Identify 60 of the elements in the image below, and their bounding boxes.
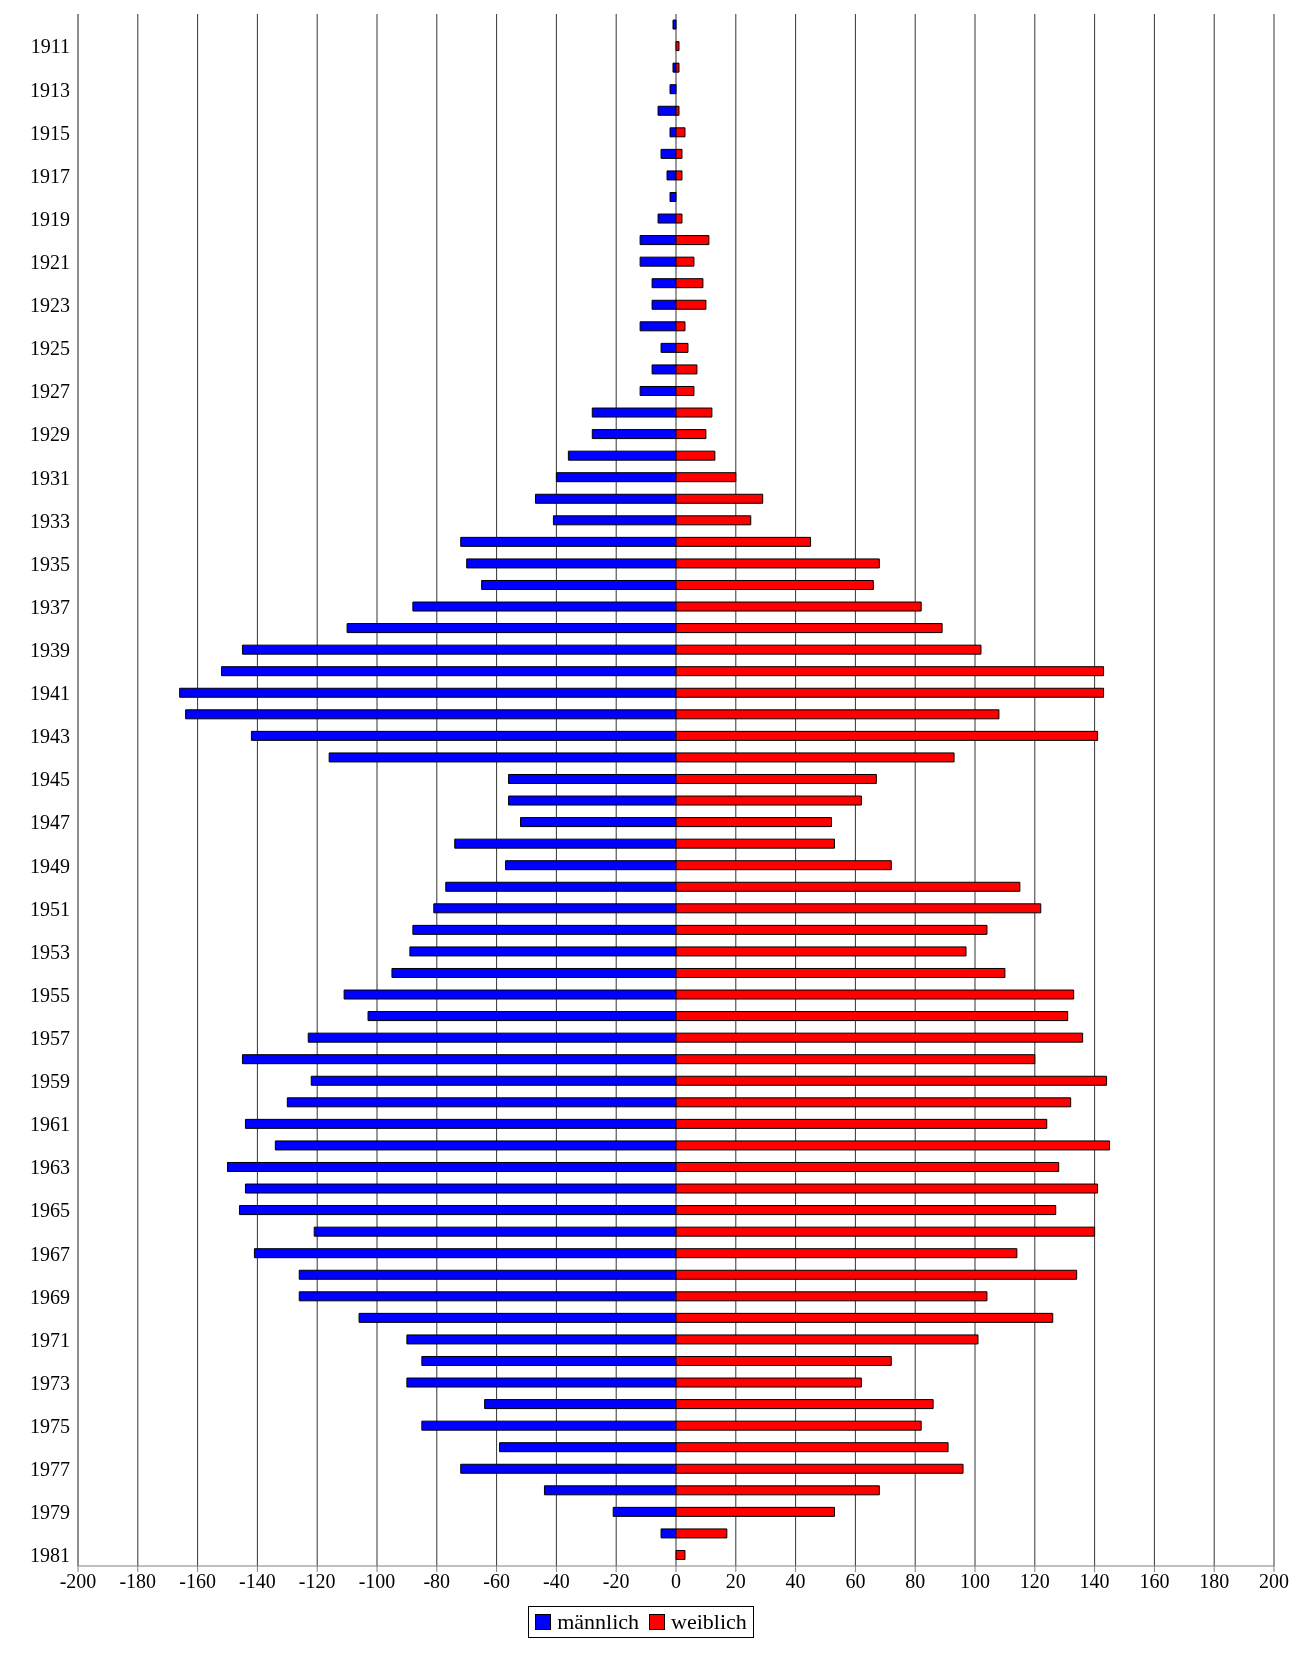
x-tick-label: 180 xyxy=(1199,1570,1230,1593)
y-tick-label: 1937 xyxy=(30,595,70,618)
x-tick-label: -160 xyxy=(179,1570,216,1593)
y-tick-label: 1977 xyxy=(30,1458,70,1481)
y-tick-label: 1929 xyxy=(30,423,70,446)
x-tick-label: -200 xyxy=(59,1570,97,1593)
y-tick-label: 1925 xyxy=(30,337,70,360)
x-tick-label: -180 xyxy=(119,1570,157,1593)
y-tick-label: 1911 xyxy=(30,35,70,58)
y-tick-label: 1943 xyxy=(30,725,70,748)
x-tick-label: -100 xyxy=(358,1570,396,1593)
y-tick-label: 1947 xyxy=(30,811,70,834)
y-tick-label: 1967 xyxy=(30,1242,70,1265)
y-tick-label: 1917 xyxy=(30,164,70,187)
y-tick-label: 1935 xyxy=(30,552,70,575)
y-tick-label: 1923 xyxy=(30,294,70,317)
x-tick-label: -40 xyxy=(543,1570,570,1593)
y-tick-label: 1931 xyxy=(30,466,70,489)
bar xyxy=(657,105,677,116)
y-tick-label: 1915 xyxy=(30,121,70,144)
x-tick-label: -140 xyxy=(239,1570,276,1593)
y-tick-label: 1963 xyxy=(30,1156,70,1179)
x-tick-label: 160 xyxy=(1139,1570,1170,1593)
y-tick-label: 1959 xyxy=(30,1070,70,1093)
x-tick-label: 140 xyxy=(1079,1570,1110,1593)
y-tick-label: 1955 xyxy=(30,983,70,1006)
x-tick-label: 200 xyxy=(1259,1570,1289,1593)
y-tick-label: 1953 xyxy=(30,940,70,963)
y-tick-label: 1913 xyxy=(30,78,70,101)
x-tick-label: -120 xyxy=(298,1570,336,1593)
y-tick-label: 1979 xyxy=(30,1501,70,1524)
y-tick-label: 1941 xyxy=(30,682,70,705)
y-tick-label: 1971 xyxy=(30,1328,70,1351)
x-tick-label: 120 xyxy=(1019,1570,1050,1593)
y-tick-label: 1957 xyxy=(30,1026,70,1049)
x-tick-label: 60 xyxy=(845,1570,866,1593)
y-tick-label: 1945 xyxy=(30,768,70,791)
legend-label: männlich xyxy=(557,1609,640,1635)
y-tick-label: 1975 xyxy=(30,1414,70,1437)
y-tick-label: 1939 xyxy=(30,638,70,661)
x-tick-label: -60 xyxy=(483,1570,510,1593)
legend-label: weiblich xyxy=(671,1609,747,1635)
y-tick-label: 1973 xyxy=(30,1371,70,1394)
y-tick-label: 1981 xyxy=(30,1544,70,1567)
y-tick-label: 1927 xyxy=(30,380,70,403)
x-tick-label: 80 xyxy=(905,1570,926,1593)
x-tick-label: 40 xyxy=(785,1570,806,1593)
y-tick-label: 1951 xyxy=(30,897,70,920)
x-tick-label: 0 xyxy=(671,1570,681,1593)
x-tick-label: 20 xyxy=(725,1570,746,1593)
y-tick-label: 1933 xyxy=(30,509,70,532)
x-tick-label: -20 xyxy=(602,1570,630,1593)
y-tick-label: 1949 xyxy=(30,854,70,877)
y-tick-label: 1969 xyxy=(30,1285,70,1308)
x-tick-label: -80 xyxy=(423,1570,451,1593)
y-tick-label: 1965 xyxy=(30,1199,70,1222)
y-tick-label: 1961 xyxy=(30,1113,70,1136)
y-tick-label: 1919 xyxy=(30,207,70,230)
x-tick-label: 100 xyxy=(960,1570,990,1593)
y-tick-label: 1921 xyxy=(30,250,70,273)
